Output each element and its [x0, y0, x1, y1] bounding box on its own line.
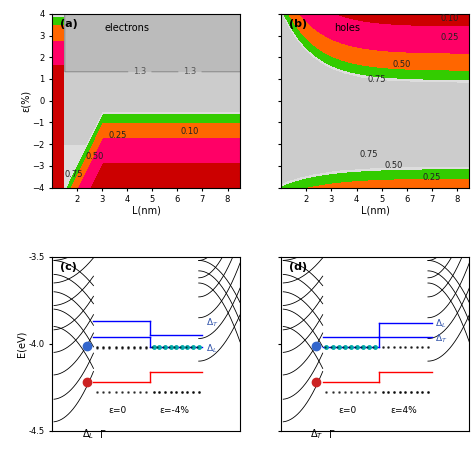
Text: 0.75: 0.75	[64, 169, 82, 179]
Text: 0.10: 0.10	[440, 14, 458, 24]
Text: 0.10: 0.10	[181, 127, 199, 136]
Text: ε=0: ε=0	[109, 406, 127, 415]
Text: holes: holes	[334, 23, 360, 32]
Text: 1.3: 1.3	[133, 67, 146, 76]
Text: 0.75: 0.75	[367, 75, 386, 84]
Text: (c): (c)	[60, 262, 76, 272]
Y-axis label: E(eV): E(eV)	[17, 331, 27, 357]
Text: (a): (a)	[60, 19, 77, 29]
Text: 0.50: 0.50	[385, 161, 403, 170]
Text: (d): (d)	[289, 262, 307, 272]
Y-axis label: ε(%): ε(%)	[21, 90, 31, 112]
Text: $\Delta_L$: $\Delta_L$	[82, 427, 94, 441]
X-axis label: L(nm): L(nm)	[361, 206, 390, 216]
Text: 0.50: 0.50	[85, 152, 104, 161]
Text: ε=0: ε=0	[338, 406, 356, 415]
Text: $\Delta_T$: $\Delta_T$	[206, 317, 219, 329]
Text: 0.25: 0.25	[108, 131, 127, 140]
Text: electrons: electrons	[105, 23, 150, 32]
Text: ε=4%: ε=4%	[390, 406, 417, 415]
Text: 0.75: 0.75	[360, 150, 378, 159]
Text: 0.50: 0.50	[392, 60, 411, 69]
Text: ε=-4%: ε=-4%	[159, 406, 189, 415]
Text: $\Gamma$: $\Gamma$	[99, 427, 107, 439]
Text: $\Gamma$: $\Gamma$	[328, 427, 336, 439]
Text: 0.25: 0.25	[422, 173, 441, 182]
Text: $\Delta_L$: $\Delta_L$	[206, 343, 218, 355]
Text: $\Delta_T$: $\Delta_T$	[310, 427, 324, 441]
Text: $\Delta_L$: $\Delta_L$	[436, 318, 447, 330]
X-axis label: L(nm): L(nm)	[132, 206, 161, 216]
Text: 0.25: 0.25	[440, 33, 458, 42]
Text: (b): (b)	[289, 19, 307, 29]
Text: 1.3: 1.3	[183, 67, 197, 76]
Text: $\Delta_T$: $\Delta_T$	[436, 333, 448, 345]
